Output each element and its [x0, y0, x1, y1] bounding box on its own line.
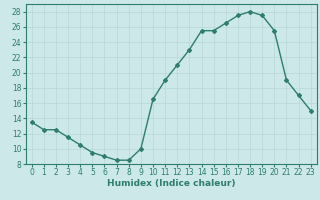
X-axis label: Humidex (Indice chaleur): Humidex (Indice chaleur) — [107, 179, 236, 188]
